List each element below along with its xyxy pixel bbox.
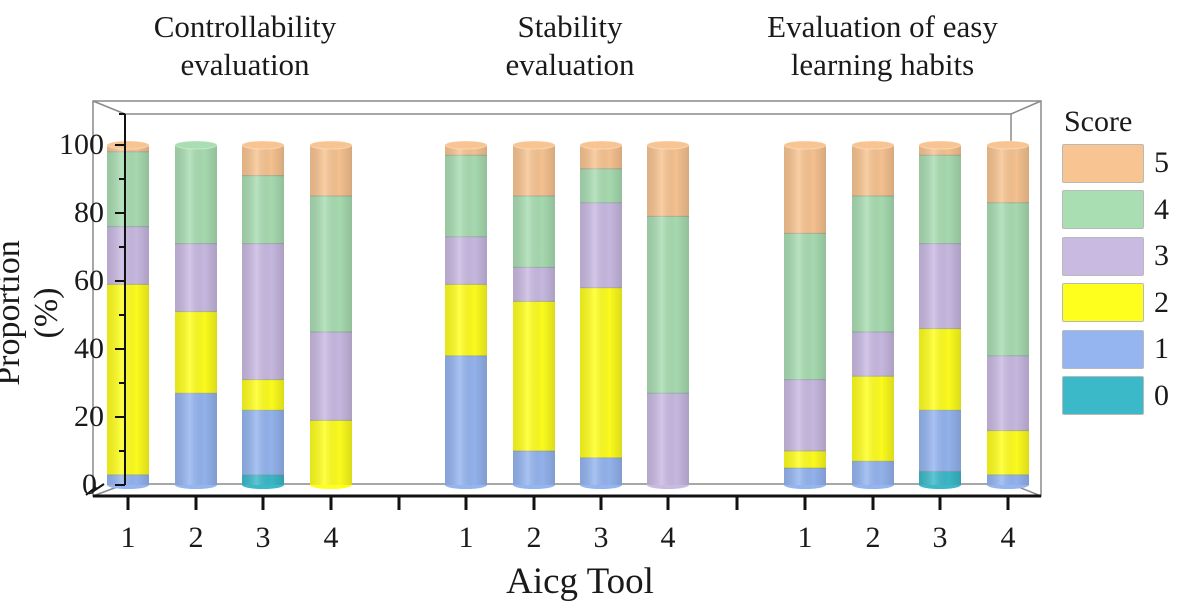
x-tick-label: 3	[255, 521, 271, 554]
bar-group-1-tool-3	[241, 140, 285, 489]
y-axis-label: Proportion (%)	[0, 240, 65, 386]
bar-group-2-tool-1	[444, 140, 488, 489]
legend-swatch	[1062, 329, 1144, 369]
y-tick-label: 60	[74, 264, 104, 297]
x-tick-label: 3	[593, 521, 609, 554]
legend-swatch	[1062, 236, 1144, 276]
x-tick-label: 2	[188, 521, 204, 554]
x-tick-label: 1	[797, 521, 813, 554]
legend-title: Score	[1064, 105, 1133, 138]
bar-group-2-tool-3	[579, 140, 623, 489]
x-tick-label: 4	[323, 521, 339, 554]
group-title-controllability: Controllability evaluation	[153, 9, 337, 82]
x-axis-label: Aicg Tool	[506, 561, 654, 602]
y-tick-label: 100	[59, 128, 104, 161]
legend-swatch	[1062, 143, 1144, 183]
group-title-stability: Stability evaluation	[505, 9, 635, 82]
bar-group-1-tool-4	[309, 140, 353, 489]
axis-break-icon	[85, 483, 105, 496]
group-title-easy-learning: Evaluation of easy learning habits	[767, 9, 998, 82]
legend-item-score-4: 4	[1062, 187, 1181, 234]
bar-group-2-tool-2	[512, 140, 556, 489]
legend-swatch	[1062, 283, 1144, 323]
y-tick-label: 40	[74, 332, 104, 365]
legend-item-score-0: 0	[1062, 373, 1181, 420]
legend-item-score-5: 5	[1062, 140, 1181, 187]
y-axis	[115, 113, 126, 486]
bar-group-3-tool-4	[986, 140, 1030, 489]
y-tick-label: 80	[74, 196, 104, 229]
y-tick-label: 0	[82, 468, 97, 501]
bar-group-1-tool-1	[106, 140, 150, 489]
legend-swatch	[1062, 376, 1144, 416]
legend: Score 5 4 3 2 1 0	[1062, 104, 1181, 419]
y-tick-label: 20	[74, 400, 104, 433]
bar-group-2-tool-4	[646, 140, 690, 489]
x-tick-label: 4	[1000, 521, 1016, 554]
x-tick-label: 1	[458, 521, 474, 554]
legend-item-score-3: 3	[1062, 233, 1181, 280]
bar-group-3-tool-2	[851, 140, 895, 489]
legend-item-score-1: 1	[1062, 326, 1181, 373]
x-tick-label: 3	[932, 521, 948, 554]
legend-swatch	[1062, 190, 1144, 230]
bar-series	[106, 140, 1030, 489]
x-tick-label: 1	[120, 521, 136, 554]
bar-group-3-tool-3	[918, 140, 962, 489]
x-tick-label: 2	[526, 521, 542, 554]
bar-group-1-tool-2	[174, 140, 218, 489]
x-axis	[93, 494, 1041, 510]
axis-box-frame	[92, 100, 1042, 497]
x-tick-label: 2	[865, 521, 881, 554]
bar-group-3-tool-1	[783, 140, 827, 489]
legend-item-score-2: 2	[1062, 280, 1181, 327]
x-tick-label: 4	[660, 521, 676, 554]
